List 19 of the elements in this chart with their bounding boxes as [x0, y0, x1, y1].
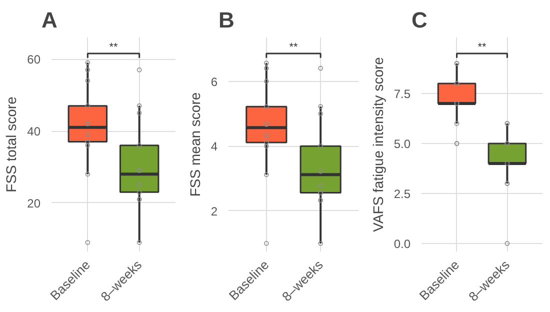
y-tick-label: 5.0 — [394, 137, 411, 151]
chart-title: A — [42, 8, 58, 32]
y-axis-title: FSS mean score — [186, 92, 203, 197]
y-tick-label: 2 — [210, 204, 218, 218]
chart-title: B — [218, 8, 234, 32]
y-tick-label: 2.5 — [394, 187, 411, 201]
y-tick-label: 40 — [27, 124, 41, 139]
chart-title: C — [412, 8, 428, 32]
y-tick-label: 0.0 — [394, 237, 411, 251]
y-tick-label: 7.5 — [394, 87, 411, 101]
y-tick-label: 60 — [27, 52, 41, 67]
y-axis-title: VAFS fatigue intensity score — [370, 56, 386, 232]
y-tick-label: 20 — [27, 196, 41, 210]
y-axis-title: FSS total score — [3, 96, 20, 192]
annotation: ** — [289, 42, 298, 54]
annotation: ** — [109, 42, 118, 54]
annotation: ** — [478, 42, 487, 54]
y-tick-label: 4 — [210, 140, 218, 154]
y-tick-label: 6 — [210, 74, 218, 89]
